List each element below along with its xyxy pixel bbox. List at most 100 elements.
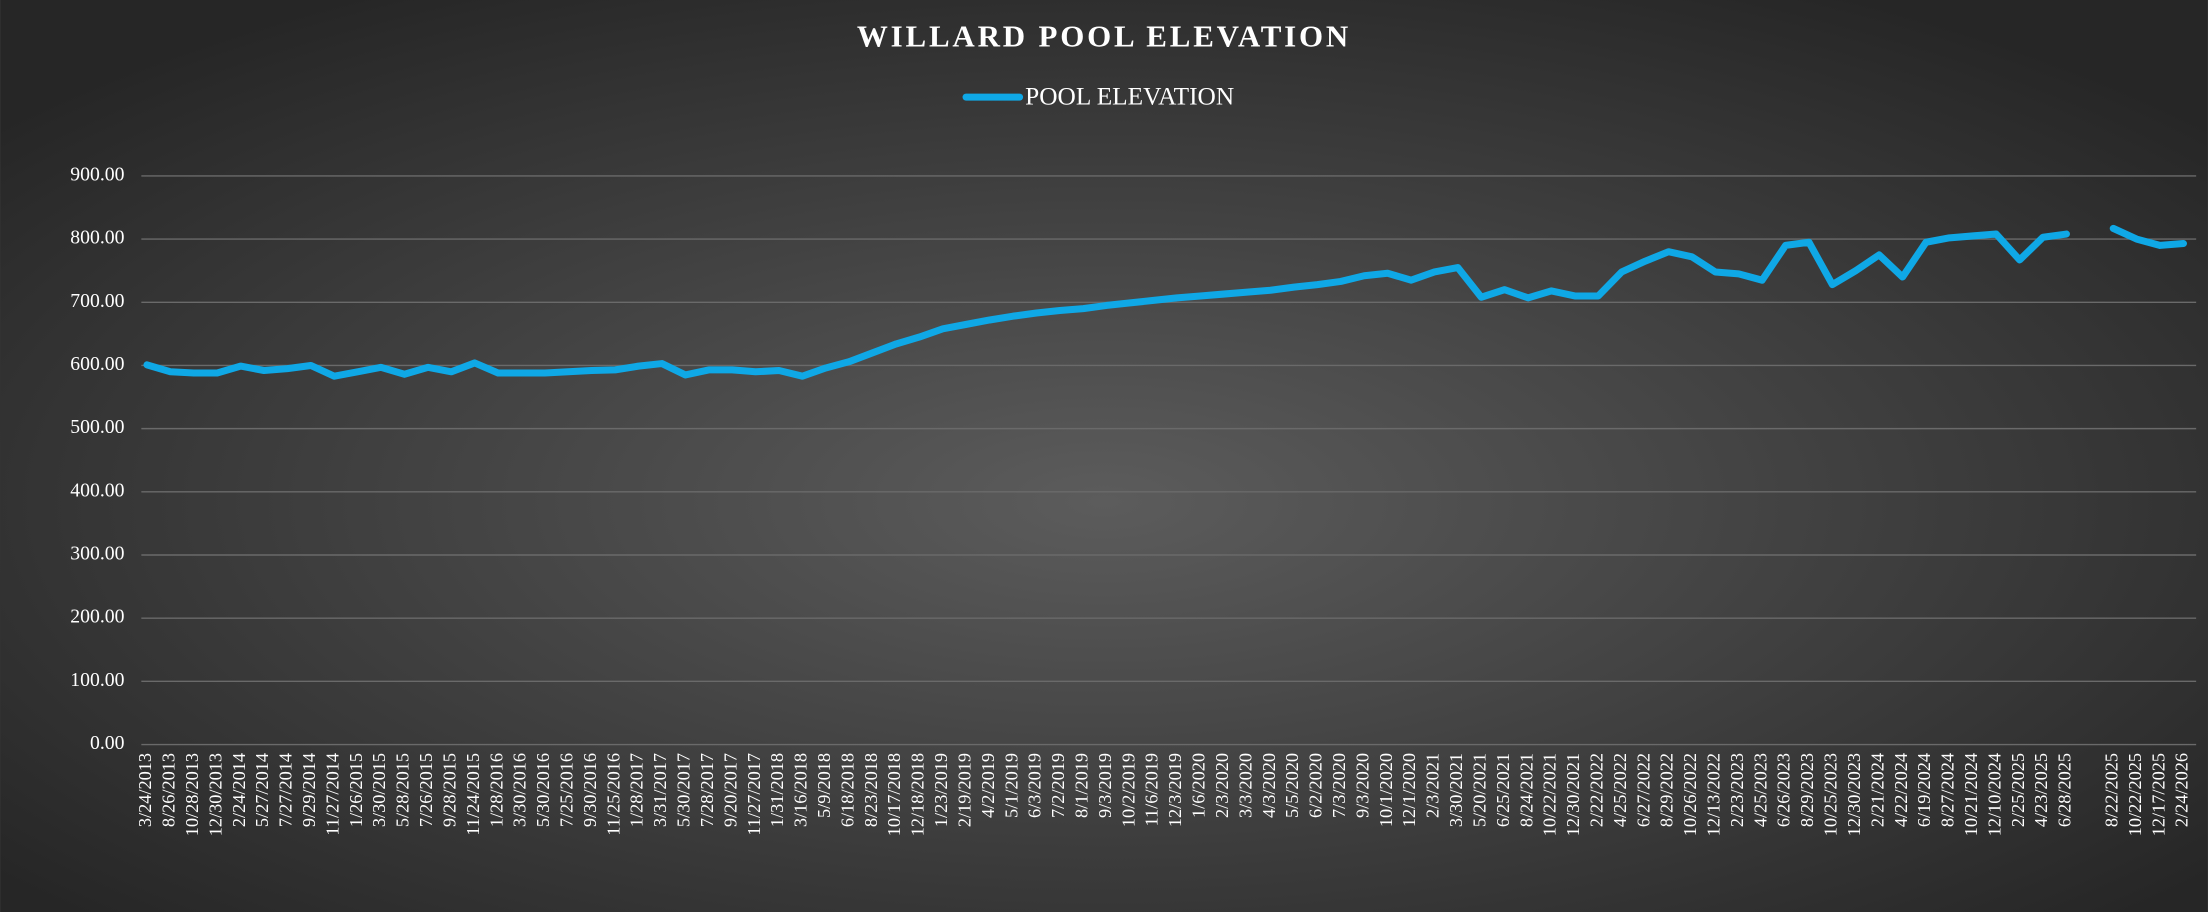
x-tick-label: 5/30/2016 xyxy=(533,753,553,827)
x-tick-label: 2/3/2021 xyxy=(1423,753,1443,818)
x-tick-label: 4/2/2019 xyxy=(978,753,998,818)
x-tick-label: 3/30/2016 xyxy=(510,753,530,827)
x-tick-label: 8/24/2021 xyxy=(1516,753,1536,827)
x-tick-label: 7/25/2016 xyxy=(557,753,577,827)
x-tick-label: 2/24/2026 xyxy=(2172,753,2192,827)
x-tick-label: 1/28/2016 xyxy=(486,753,506,827)
x-tick-label: 3/16/2018 xyxy=(791,753,811,827)
x-tick-label: 2/25/2025 xyxy=(2008,753,2028,827)
data-line xyxy=(143,230,2070,380)
x-tick-label: 11/27/2017 xyxy=(744,753,764,836)
x-tick-label: 8/29/2023 xyxy=(1797,753,1817,827)
x-tick-label: 12/1/2020 xyxy=(1399,753,1419,827)
x-tick-label: 3/31/2017 xyxy=(650,753,670,827)
x-tick-label: 6/26/2023 xyxy=(1774,753,1794,827)
x-tick-label: 9/3/2019 xyxy=(1095,753,1115,818)
x-tick-label: 3/3/2020 xyxy=(1235,753,1255,818)
y-tick-label: 500.00 xyxy=(70,416,124,438)
x-tick-label: 11/6/2019 xyxy=(1142,753,1162,826)
x-tick-label: 4/23/2025 xyxy=(2031,753,2051,827)
x-tick-label: 4/25/2023 xyxy=(1750,753,1770,827)
x-tick-label: 7/27/2014 xyxy=(276,753,296,827)
x-tick-label: 2/23/2023 xyxy=(1727,753,1747,827)
y-tick-label: 0.00 xyxy=(90,732,125,754)
x-tick-label: 3/30/2015 xyxy=(369,753,389,827)
x-tick-label: 10/2/2019 xyxy=(1118,753,1138,827)
x-tick-label: 1/26/2015 xyxy=(346,753,366,827)
x-tick-label: 12/3/2019 xyxy=(1165,753,1185,827)
x-tick-label: 1/31/2018 xyxy=(767,753,787,827)
x-tick-label: 4/22/2024 xyxy=(1891,753,1911,827)
x-tick-label: 8/26/2013 xyxy=(159,753,179,827)
y-tick-label: 800.00 xyxy=(70,227,124,249)
x-tick-label: 12/10/2024 xyxy=(1984,753,2004,836)
x-tick-label: 4/25/2022 xyxy=(1610,753,1630,827)
y-tick-label: 900.00 xyxy=(70,163,124,185)
x-tick-label: 6/3/2019 xyxy=(1025,753,1045,818)
x-tick-label: 2/24/2014 xyxy=(229,753,249,827)
data-line xyxy=(2109,224,2188,249)
x-tick-label: 9/20/2017 xyxy=(720,753,740,827)
x-tick-label: 9/29/2014 xyxy=(299,753,319,827)
x-tick-label: 12/30/2023 xyxy=(1844,753,1864,836)
x-tick-label: 4/3/2020 xyxy=(1259,753,1279,818)
x-tick-label: 9/30/2016 xyxy=(580,753,600,827)
x-tick-label: 5/5/2020 xyxy=(1282,753,1302,818)
x-tick-label: 1/23/2019 xyxy=(931,753,951,827)
x-tick-label: 6/28/2025 xyxy=(2055,753,2075,827)
x-tick-label: 2/22/2022 xyxy=(1586,753,1606,827)
x-tick-label: 10/22/2021 xyxy=(1540,753,1560,836)
x-tick-label: 12/30/2013 xyxy=(205,753,225,836)
y-tick-label: 200.00 xyxy=(70,606,124,628)
x-tick-label: 10/28/2013 xyxy=(182,753,202,836)
x-tick-label: 1/6/2020 xyxy=(1189,753,1209,818)
x-tick-label: 10/1/2020 xyxy=(1376,753,1396,827)
x-tick-label: 12/17/2025 xyxy=(2148,753,2168,836)
x-tick-label: 12/30/2021 xyxy=(1563,753,1583,836)
y-tick-label: 400.00 xyxy=(70,479,124,501)
x-tick-label: 8/1/2019 xyxy=(1071,753,1091,818)
x-tick-label: 2/19/2019 xyxy=(954,753,974,827)
x-tick-label: 5/27/2014 xyxy=(252,753,272,827)
x-tick-label: 1/28/2017 xyxy=(627,753,647,827)
x-tick-label: 10/17/2018 xyxy=(884,753,904,836)
chart-title: WILLARD POOL ELEVATION xyxy=(857,19,1351,54)
x-tick-label: 6/25/2021 xyxy=(1493,753,1513,827)
x-tick-label: 12/13/2022 xyxy=(1704,753,1724,836)
y-tick-label: 700.00 xyxy=(70,290,124,312)
x-tick-label: 2/21/2024 xyxy=(1867,753,1887,827)
x-tick-label: 10/25/2023 xyxy=(1821,753,1841,836)
x-tick-label: 8/23/2018 xyxy=(861,753,881,827)
x-tick-label: 11/25/2016 xyxy=(603,753,623,836)
x-tick-label: 11/24/2015 xyxy=(463,753,483,836)
x-tick-label: 7/28/2017 xyxy=(697,753,717,827)
x-tick-label: 3/24/2013 xyxy=(135,753,155,827)
x-tick-label: 8/29/2022 xyxy=(1657,753,1677,827)
x-tick-label: 5/28/2015 xyxy=(393,753,413,827)
x-tick-label: 9/3/2020 xyxy=(1352,753,1372,818)
y-tick-label: 300.00 xyxy=(70,543,124,565)
x-tick-label: 6/2/2020 xyxy=(1306,753,1326,818)
x-tick-label: 2/3/2020 xyxy=(1212,753,1232,818)
y-tick-label: 100.00 xyxy=(70,669,124,691)
x-tick-label: 10/26/2022 xyxy=(1680,753,1700,836)
x-tick-label: 5/9/2018 xyxy=(814,753,834,818)
x-tick-label: 7/3/2020 xyxy=(1329,753,1349,818)
x-tick-label: 6/18/2018 xyxy=(837,753,857,827)
x-tick-label: 11/27/2014 xyxy=(322,753,342,836)
x-tick-label: 6/27/2022 xyxy=(1633,753,1653,827)
x-tick-label: 7/26/2015 xyxy=(416,753,436,827)
legend-label: POOL ELEVATION xyxy=(1025,82,1234,110)
x-tick-label: 12/18/2018 xyxy=(908,753,928,836)
x-tick-label: 7/2/2019 xyxy=(1048,753,1068,818)
x-tick-label: 6/19/2024 xyxy=(1914,753,1934,827)
x-tick-label: 9/28/2015 xyxy=(439,753,459,827)
x-tick-label: 10/21/2024 xyxy=(1961,753,1981,836)
x-tick-label: 8/22/2025 xyxy=(2101,753,2121,827)
x-tick-label: 5/30/2017 xyxy=(674,753,694,827)
x-tick-label: 5/1/2019 xyxy=(1001,753,1021,818)
x-tick-label: 10/22/2025 xyxy=(2125,753,2145,836)
y-tick-label: 600.00 xyxy=(70,353,124,375)
